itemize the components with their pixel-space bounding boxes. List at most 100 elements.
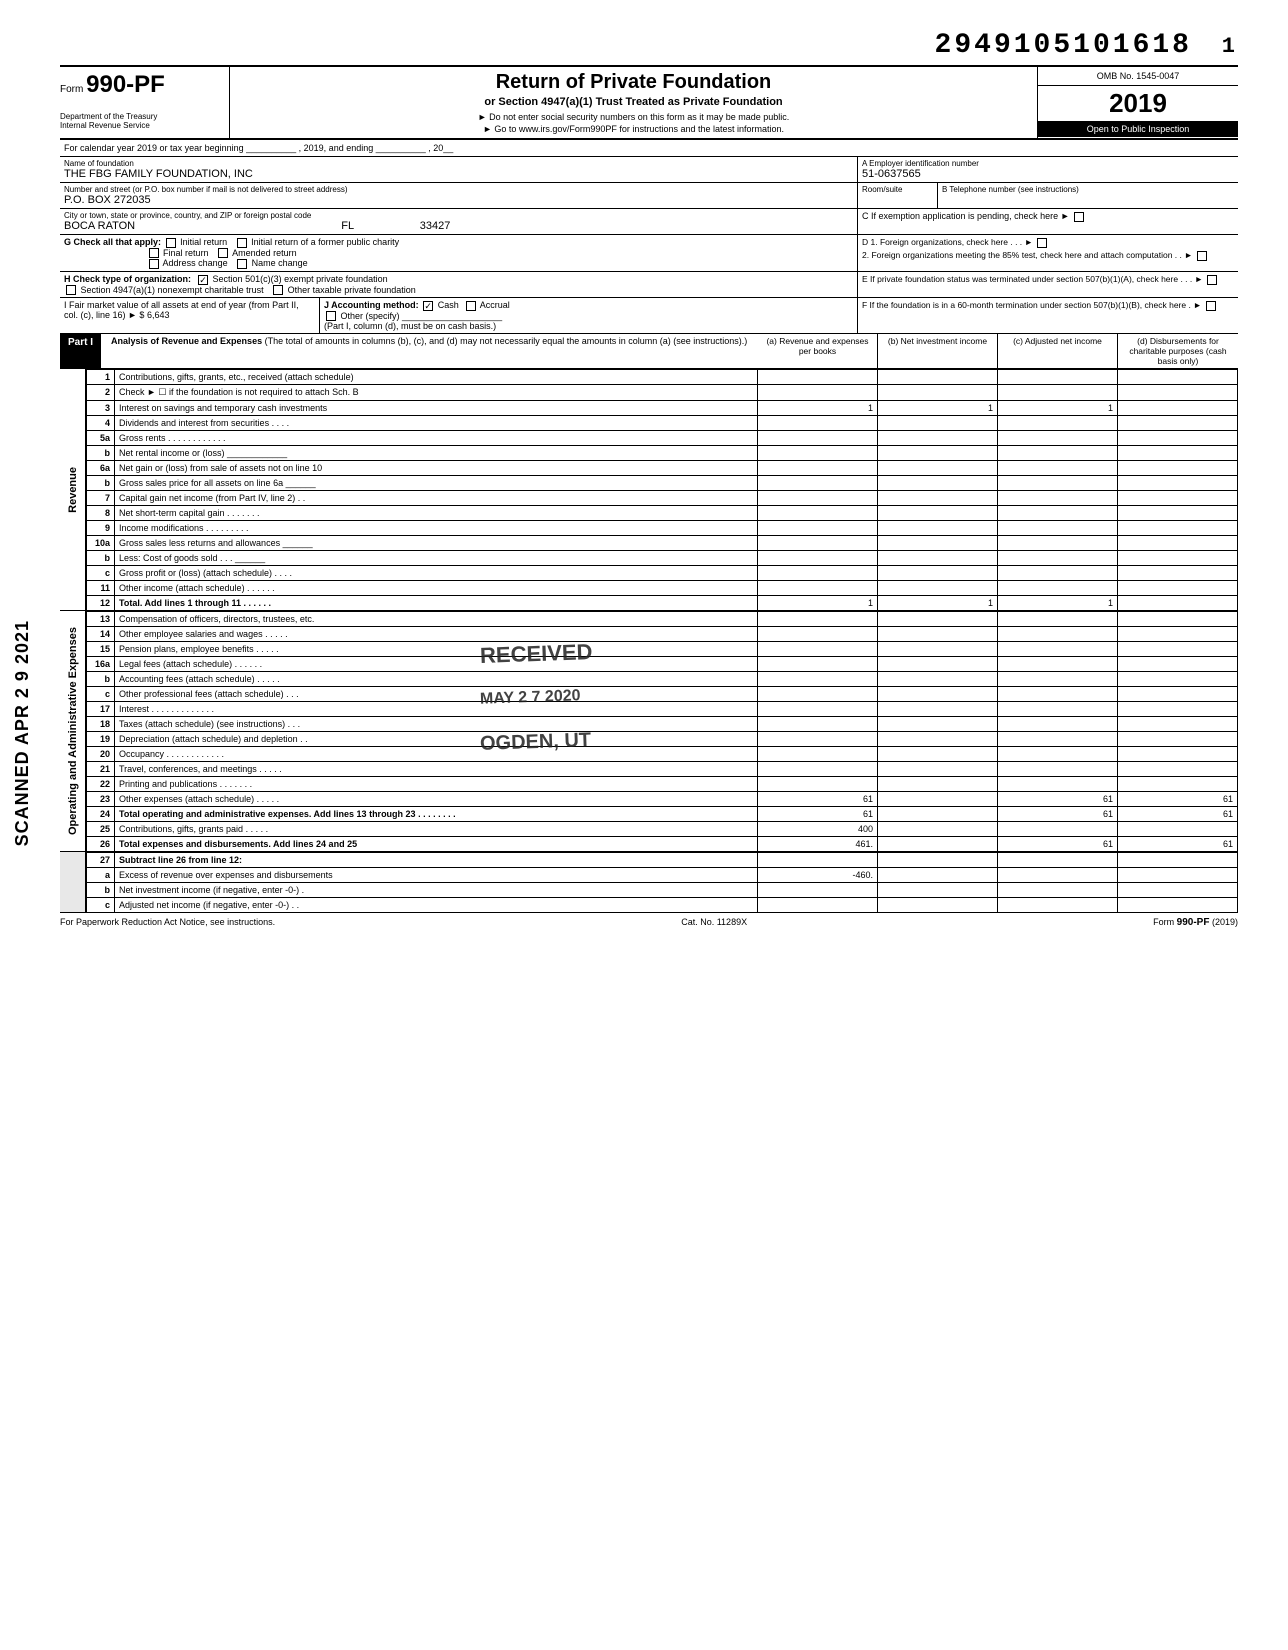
- table-row: 8Net short-term capital gain . . . . . .…: [87, 506, 1238, 521]
- h-chk-other[interactable]: [273, 285, 283, 295]
- g-chk-initial[interactable]: [166, 238, 176, 248]
- foundation-name: THE FBG FAMILY FOUNDATION, INC: [64, 168, 853, 180]
- table-row: aExcess of revenue over expenses and dis…: [87, 868, 1238, 883]
- calendar-year-line: For calendar year 2019 or tax year begin…: [60, 140, 1238, 157]
- form-header: Form 990-PF Department of the Treasury I…: [60, 65, 1238, 140]
- sequence-page: 1: [1222, 34, 1238, 59]
- scanned-stamp: SCANNED APR 2 9 2021: [12, 620, 33, 846]
- net-section: 27Subtract line 26 from line 12:aExcess …: [60, 852, 1238, 913]
- g-chk-final[interactable]: [149, 248, 159, 258]
- sequence-number: 2949105101618 1: [60, 30, 1238, 61]
- footer-mid: Cat. No. 11289X: [681, 917, 747, 928]
- part1-desc: Analysis of Revenue and Expenses (The to…: [107, 334, 758, 368]
- form-note: ► Do not enter social security numbers o…: [238, 112, 1029, 122]
- table-row: 17Interest . . . . . . . . . . . . .: [87, 702, 1238, 717]
- tel-label: B Telephone number (see instructions): [942, 185, 1234, 194]
- col-b-hdr: (b) Net investment income: [878, 334, 998, 368]
- page-footer: For Paperwork Reduction Act Notice, see …: [60, 917, 1238, 928]
- col-a-hdr: (a) Revenue and expenses per books: [758, 334, 878, 368]
- table-row: 9Income modifications . . . . . . . . .: [87, 521, 1238, 536]
- table-row: bLess: Cost of goods sold . . . ______: [87, 551, 1238, 566]
- net-table: 27Subtract line 26 from line 12:aExcess …: [86, 852, 1238, 913]
- id-row-3: City or town, state or province, country…: [60, 209, 1238, 235]
- table-row: 18Taxes (attach schedule) (see instructi…: [87, 717, 1238, 732]
- c-checkbox[interactable]: [1074, 212, 1084, 222]
- expenses-section: Operating and Administrative Expenses 13…: [60, 611, 1238, 852]
- table-row: bAccounting fees (attach schedule) . . .…: [87, 672, 1238, 687]
- j-note: (Part I, column (d), must be on cash bas…: [324, 321, 496, 331]
- f-label: F If the foundation is in a 60-month ter…: [862, 300, 1202, 310]
- sequence-main: 2949105101618: [935, 30, 1192, 61]
- table-row: 19Depreciation (attach schedule) and dep…: [87, 732, 1238, 747]
- table-row: bNet investment income (if negative, ent…: [87, 883, 1238, 898]
- j-label: J Accounting method:: [324, 300, 419, 310]
- room-label: Room/suite: [862, 185, 933, 194]
- table-row: 2Check ► ☐ if the foundation is not requ…: [87, 385, 1238, 401]
- table-row: 22Printing and publications . . . . . . …: [87, 777, 1238, 792]
- table-row: 20Occupancy . . . . . . . . . . . .: [87, 747, 1238, 762]
- table-row: 23Other expenses (attach schedule) . . .…: [87, 792, 1238, 807]
- table-row: 26Total expenses and disbursements. Add …: [87, 837, 1238, 852]
- table-row: 25Contributions, gifts, grants paid . . …: [87, 822, 1238, 837]
- table-row: 3Interest on savings and temporary cash …: [87, 401, 1238, 416]
- g-d-row: G Check all that apply: Initial return I…: [60, 235, 1238, 272]
- open-inspection: Open to Public Inspection: [1038, 121, 1238, 137]
- table-row: 12Total. Add lines 1 through 11 . . . . …: [87, 596, 1238, 611]
- h-chk-501c3[interactable]: [198, 275, 208, 285]
- footer-left: For Paperwork Reduction Act Notice, see …: [60, 917, 275, 928]
- revenue-side-label: Revenue: [65, 457, 81, 523]
- ein-value: 51-0637565: [862, 168, 1234, 180]
- ein-label: A Employer identification number: [862, 159, 1234, 168]
- g-chk-initial-former[interactable]: [237, 238, 247, 248]
- table-row: 11Other income (attach schedule) . . . .…: [87, 581, 1238, 596]
- dept-treasury: Department of the Treasury Internal Reve…: [60, 113, 225, 131]
- form-link: ► Go to www.irs.gov/Form990PF for instru…: [238, 124, 1029, 134]
- part1-header: Part I Analysis of Revenue and Expenses …: [60, 334, 1238, 369]
- h-chk-4947[interactable]: [66, 285, 76, 295]
- d1-chk[interactable]: [1037, 238, 1047, 248]
- c-label: C If exemption application is pending, c…: [862, 211, 1070, 221]
- i-value: 6,643: [147, 310, 170, 320]
- addr-label: Number and street (or P.O. box number if…: [64, 185, 853, 194]
- d2-label: 2. Foreign organizations meeting the 85%…: [862, 250, 1234, 261]
- table-row: 16aLegal fees (attach schedule) . . . . …: [87, 657, 1238, 672]
- expenses-side-label: Operating and Administrative Expenses: [65, 617, 81, 845]
- f-chk[interactable]: [1206, 301, 1216, 311]
- j-chk-other[interactable]: [326, 311, 336, 321]
- name-label: Name of foundation: [64, 159, 853, 168]
- table-row: 14Other employee salaries and wages . . …: [87, 627, 1238, 642]
- table-row: cGross profit or (loss) (attach schedule…: [87, 566, 1238, 581]
- form-title: Return of Private Foundation: [238, 71, 1029, 94]
- form-number: Form 990-PF: [60, 71, 225, 99]
- id-row-2: Number and street (or P.O. box number if…: [60, 183, 1238, 209]
- col-c-hdr: (c) Adjusted net income: [998, 334, 1118, 368]
- table-row: 24Total operating and administrative exp…: [87, 807, 1238, 822]
- omb-number: OMB No. 1545-0047: [1038, 67, 1238, 86]
- g-chk-name[interactable]: [237, 259, 247, 269]
- expenses-table: 13Compensation of officers, directors, t…: [86, 611, 1238, 852]
- table-row: bGross sales price for all assets on lin…: [87, 476, 1238, 491]
- table-row: bNet rental income or (loss) ___________…: [87, 446, 1238, 461]
- e-chk[interactable]: [1207, 275, 1217, 285]
- d1-label: D 1. Foreign organizations, check here .…: [862, 237, 1234, 248]
- id-row-1: Name of foundation THE FBG FAMILY FOUNDA…: [60, 157, 1238, 183]
- address: P.O. BOX 272035: [64, 194, 853, 206]
- g-chk-addr[interactable]: [149, 259, 159, 269]
- table-row: 5aGross rents . . . . . . . . . . . .: [87, 431, 1238, 446]
- h-label: H Check type of organization:: [64, 274, 191, 284]
- form-subtitle: or Section 4947(a)(1) Trust Treated as P…: [238, 96, 1029, 108]
- city-line: BOCA RATON FL 33427: [64, 220, 853, 232]
- table-row: 4Dividends and interest from securities …: [87, 416, 1238, 431]
- col-d-hdr: (d) Disbursements for charitable purpose…: [1118, 334, 1238, 368]
- g-chk-amended[interactable]: [218, 248, 228, 258]
- e-label: E If private foundation status was termi…: [862, 274, 1203, 284]
- tax-year: 2019: [1038, 86, 1238, 121]
- j-chk-accrual[interactable]: [466, 301, 476, 311]
- city-label: City or town, state or province, country…: [64, 211, 853, 220]
- table-row: 21Travel, conferences, and meetings . . …: [87, 762, 1238, 777]
- table-row: 7Capital gain net income (from Part IV, …: [87, 491, 1238, 506]
- table-row: cOther professional fees (attach schedul…: [87, 687, 1238, 702]
- j-chk-cash[interactable]: [423, 301, 433, 311]
- i-label: I Fair market value of all assets at end…: [64, 300, 299, 320]
- d2-chk[interactable]: [1197, 251, 1207, 261]
